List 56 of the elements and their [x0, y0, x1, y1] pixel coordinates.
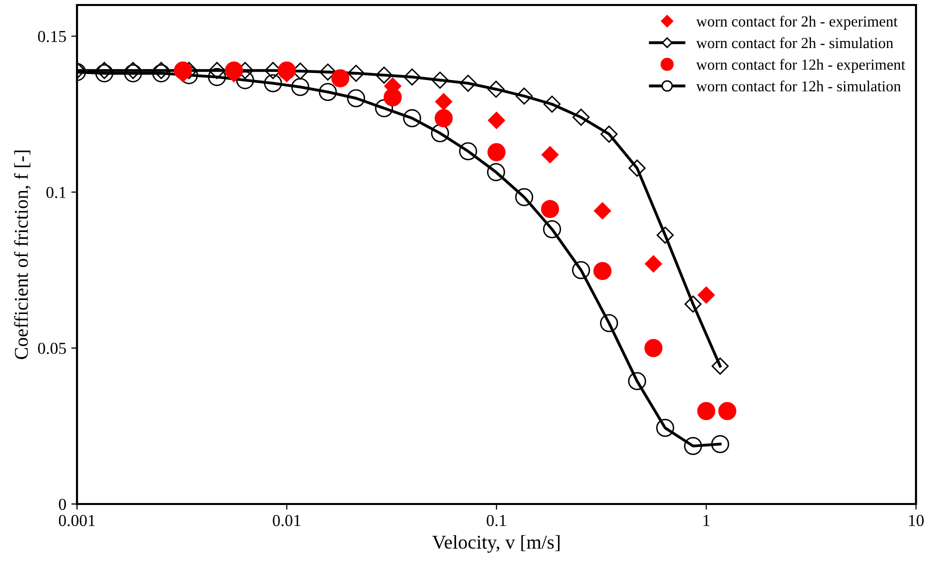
point	[431, 124, 450, 142]
point	[431, 72, 449, 89]
point	[656, 226, 674, 244]
point	[600, 126, 618, 143]
legend-label: worn contact for 12h - simulation	[696, 80, 901, 92]
point	[376, 66, 393, 84]
point	[96, 62, 113, 80]
point	[375, 99, 394, 118]
point	[459, 142, 478, 160]
point	[572, 108, 590, 126]
x-tick-label: 0.1	[486, 514, 506, 526]
point	[543, 220, 562, 238]
point	[348, 64, 365, 82]
point	[236, 71, 254, 90]
y-tick-label: 0.15	[38, 30, 66, 42]
point	[712, 358, 729, 375]
point	[600, 314, 618, 332]
x-tick-label: 0.001	[58, 514, 95, 526]
point	[656, 418, 674, 437]
x-tick-label: 10	[909, 514, 924, 526]
point	[515, 188, 534, 206]
point	[291, 78, 310, 96]
x-tick-label: 1	[704, 514, 710, 526]
point	[152, 64, 170, 82]
point	[684, 436, 702, 456]
point	[208, 62, 226, 80]
x-tick-label: 0.01	[272, 514, 300, 526]
y-axis-title: Coefficient of friction, f [-]	[14, 150, 31, 360]
y-tick-label: 0.05	[38, 342, 66, 354]
y-tick-label: 0	[58, 498, 66, 510]
point	[318, 82, 337, 102]
point	[404, 68, 421, 86]
point	[487, 163, 506, 182]
point	[711, 435, 730, 454]
y-tick-label: 0.1	[46, 186, 66, 198]
point	[124, 64, 142, 82]
point	[95, 64, 114, 82]
point	[460, 74, 477, 92]
point	[319, 63, 336, 81]
point	[487, 80, 505, 98]
point	[628, 372, 646, 390]
point	[543, 96, 561, 113]
legend-label: worn contact for 2h - experiment	[696, 16, 898, 30]
legend-label: worn contact for 2h - simulation	[696, 37, 894, 48]
point	[403, 109, 422, 128]
point	[152, 62, 170, 80]
point	[124, 62, 142, 80]
point	[516, 88, 533, 105]
point	[572, 261, 590, 280]
point	[208, 68, 226, 86]
legend-label: worn contact for 12h - experiment	[696, 58, 906, 73]
point	[264, 74, 282, 92]
point	[347, 89, 366, 108]
point	[684, 296, 702, 313]
point	[628, 160, 646, 177]
x-axis-title: Velocity, v [m/s]	[432, 535, 560, 553]
